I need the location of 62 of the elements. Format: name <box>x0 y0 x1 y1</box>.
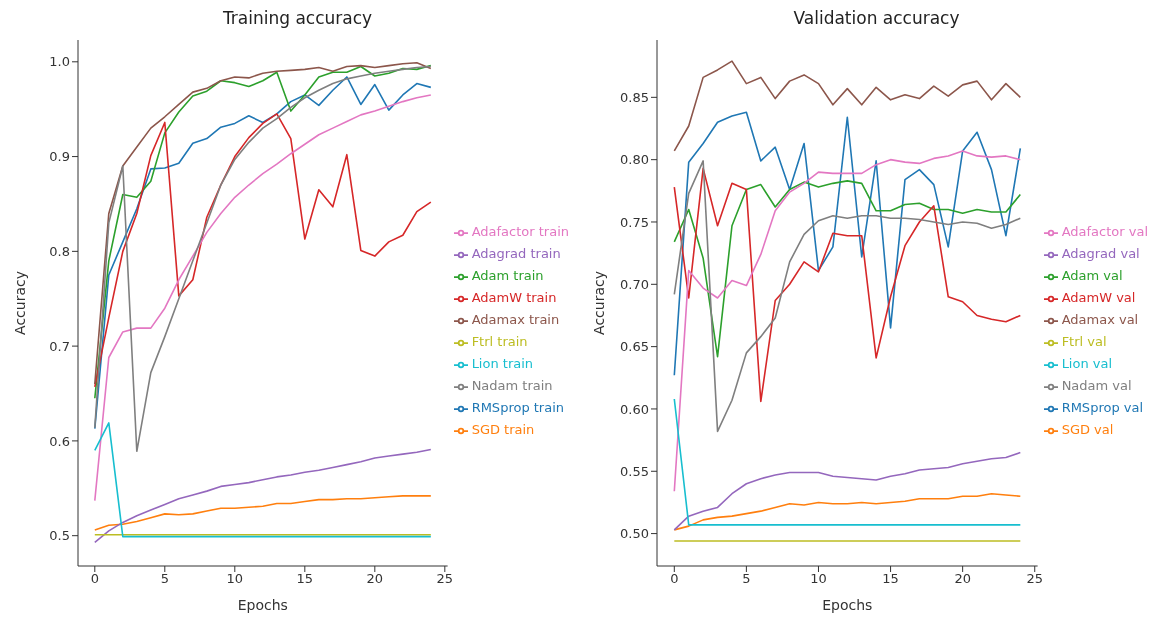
x-tick-label: 0 <box>90 571 99 587</box>
y-tick-label: 0.6 <box>49 433 70 449</box>
chart-title: Validation accuracy <box>792 8 961 30</box>
x-tick-label: 10 <box>810 571 827 587</box>
line-series <box>673 492 1022 531</box>
x-axis-title: Epochs <box>237 597 288 613</box>
x-tick-label: 20 <box>366 571 384 587</box>
legend-label: AdamW train <box>471 290 557 305</box>
y-tick-label: 0.55 <box>620 463 649 479</box>
y-tick-label: 0.7 <box>49 338 70 354</box>
x-tick-label: 20 <box>954 571 971 587</box>
legend-label: Nadam val <box>1061 378 1132 393</box>
legend-label: Adam val <box>1061 268 1123 283</box>
y-axis-title: Accuracy <box>590 271 607 335</box>
legend-label: Ftrl val <box>1061 334 1107 349</box>
y-tick-label: 0.50 <box>620 526 649 542</box>
x-tick-label: 25 <box>1026 571 1044 587</box>
legend-label: Nadam train <box>471 378 553 393</box>
y-tick-label: 1.0 <box>49 54 70 70</box>
x-tick-label: 15 <box>882 571 899 587</box>
line-series <box>94 495 432 531</box>
line-series <box>94 448 432 544</box>
y-tick-label: 0.80 <box>620 152 649 168</box>
x-tick-label: 25 <box>436 571 454 587</box>
legend-label: Ftrl train <box>471 334 528 349</box>
y-axis-title: Accuracy <box>11 271 28 335</box>
x-tick-label: 0 <box>670 571 679 587</box>
y-tick-label: 0.75 <box>620 214 649 230</box>
legend-label: SGD train <box>471 422 535 437</box>
y-tick-label: 0.85 <box>620 89 649 105</box>
legend-label: RMSprop train <box>471 400 565 415</box>
legend-label: Adam train <box>471 268 544 283</box>
legend-label: RMSprop val <box>1061 400 1144 415</box>
legend-label: AdamW val <box>1061 290 1136 305</box>
legend-label: Adagrad train <box>471 246 561 261</box>
legend-label: Adamax train <box>471 312 560 327</box>
chart-title: Training accuracy <box>221 8 374 30</box>
legend-label: Adafactor train <box>471 224 569 239</box>
y-tick-label: 0.5 <box>49 528 70 544</box>
line-series <box>673 60 1022 152</box>
legend-label: SGD val <box>1061 422 1114 437</box>
legend-label: Lion train <box>471 356 534 371</box>
line-series <box>94 113 432 388</box>
x-tick-label: 5 <box>160 571 169 587</box>
line-series <box>673 111 1022 377</box>
line-series <box>673 150 1022 493</box>
legend-label: Adamax val <box>1061 312 1139 327</box>
legend-label: Adafactor val <box>1061 224 1148 239</box>
legend-label: Adagrad val <box>1061 246 1140 261</box>
line-series <box>94 94 432 502</box>
y-tick-label: 0.70 <box>620 276 649 292</box>
y-tick-label: 0.8 <box>49 243 70 259</box>
y-tick-label: 0.65 <box>620 339 649 355</box>
x-tick-label: 5 <box>742 571 751 587</box>
line-series <box>673 180 1022 358</box>
legend-label: Lion val <box>1061 356 1113 371</box>
y-tick-label: 0.60 <box>620 401 649 417</box>
x-tick-label: 10 <box>226 571 244 587</box>
x-tick-label: 15 <box>296 571 314 587</box>
line-series <box>673 451 1022 531</box>
y-tick-label: 0.9 <box>49 149 70 165</box>
x-axis-title: Epochs <box>822 597 873 613</box>
